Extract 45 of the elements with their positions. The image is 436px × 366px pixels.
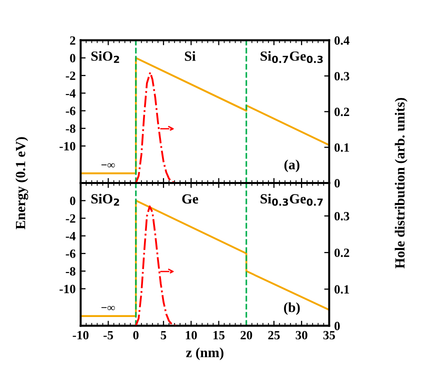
annotation: −∞ [101, 306, 115, 310]
y-tick-label: -4 [66, 232, 76, 240]
x-tick-label: 35 [323, 331, 335, 340]
x-tick-label: 10 [186, 330, 197, 340]
y-axis-title: Energy (0.1 eV) [15, 137, 28, 230]
annotation: SiO$_{2}$ [91, 51, 120, 63]
x-tick-label: 5 [160, 331, 166, 340]
y-tick-label: 2 [70, 36, 76, 45]
x-tick-label: 30 [296, 330, 308, 340]
x-tick-label: 25 [268, 331, 280, 340]
y2-tick-label: 0.2 [334, 248, 350, 258]
y-tick-label: -10 [60, 284, 76, 294]
y-tick-label: -10 [60, 142, 76, 150]
y-tick-label: 0 [70, 54, 76, 62]
y-tick-label: 0 [70, 196, 76, 206]
y-tick-label: -8 [66, 124, 76, 133]
annotation: Ge [182, 194, 198, 204]
x-tick-label: 15 [213, 331, 225, 340]
y2-tick-label: 0.3 [334, 212, 350, 220]
y2-tick-label: 0.2 [334, 108, 350, 116]
annotation: (b) [284, 302, 300, 315]
annotation: −∞ [101, 163, 115, 168]
y-tick-label: -2 [66, 214, 76, 223]
annotation: SiO$_{2}$ [91, 194, 120, 206]
x-tick-label: -5 [104, 331, 114, 340]
x-tick-label: 20 [240, 330, 252, 340]
annotation: (a) [284, 160, 300, 172]
y-tick-label: -4 [66, 89, 76, 98]
y2-tick-label: 0.1 [334, 143, 350, 152]
y-tick-label: -6 [66, 250, 76, 258]
annotation: Si$_{0.7}$Ge$_{0.3}$ [260, 51, 323, 64]
annotation: Si$_{0.3}$Ge$_{0.7}$ [260, 194, 323, 206]
annotation: Si [184, 51, 196, 61]
y2-tick-label: 0 [334, 322, 340, 330]
y-tick-label: -6 [66, 106, 76, 116]
line-series [134, 206, 178, 326]
x-axis-title: z (nm) [186, 347, 224, 360]
y2-axis-title: Hole distribution (arb. units) [394, 98, 408, 268]
y-tick-label: -8 [66, 267, 76, 276]
y2-tick-label: 0.3 [334, 72, 350, 80]
y2-tick-label: 0 [334, 179, 340, 188]
y-tick-label: -2 [66, 72, 76, 80]
y2-tick-label: 0.4 [334, 36, 350, 45]
y2-tick-label: 0.1 [334, 285, 350, 294]
x-tick-label: 0 [133, 330, 139, 340]
